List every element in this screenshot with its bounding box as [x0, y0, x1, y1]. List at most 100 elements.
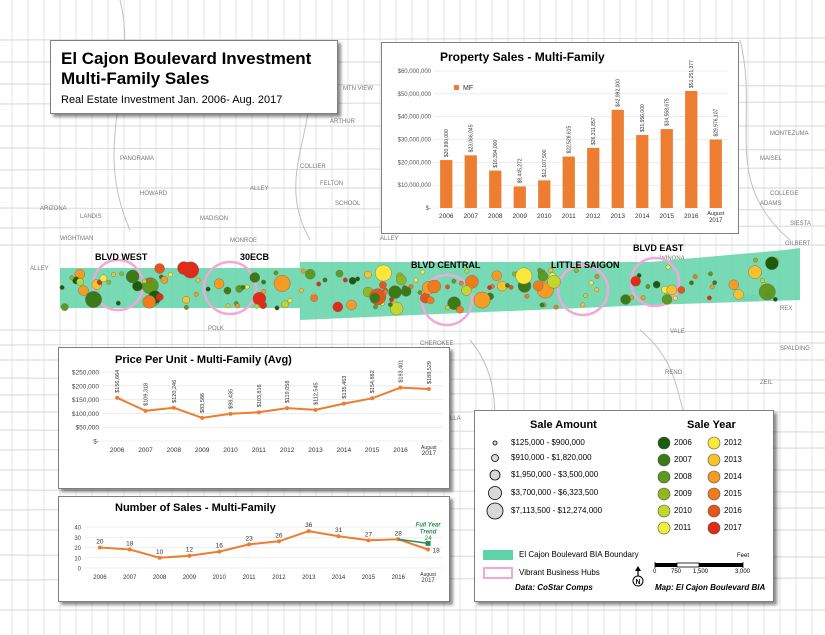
sale-point [96, 279, 102, 285]
hub-30ecb-circle [202, 260, 258, 316]
bar-label-6: $26,311,857 [591, 117, 597, 145]
sale-amount-label-5: $7,113,500 - $12,274,000 [511, 506, 603, 515]
sale-point [223, 286, 232, 295]
countchart-data-label-5: 23 [245, 535, 253, 542]
district-label-blvd-east: BLVD EAST [633, 243, 684, 253]
sale-year-swatch-2015 [707, 487, 721, 501]
sale-point [182, 295, 190, 304]
sale-amount-label-4: $3,700,000 - $6,323,500 [511, 488, 599, 497]
street-label: REX [780, 306, 792, 312]
sale-year-label-2006: 2006 [674, 438, 692, 447]
bia-legend-label: El Cajon Boulevard BIA Boundary [519, 550, 639, 559]
sale-point [259, 301, 267, 310]
bar-x-tick-2: 2008 [488, 213, 503, 220]
sale-point [709, 284, 715, 290]
sale-amount-symbol-5 [486, 502, 504, 520]
bar-chart-title: Property Sales - Multi-Family [440, 50, 605, 64]
countchart-point-1 [127, 547, 132, 552]
countchart-x-tick-6: 2012 [272, 575, 286, 581]
ppuchart-x-tick-8: 2014 [337, 447, 352, 454]
sale-year-swatch-2009 [657, 487, 671, 501]
street-label: HOWARD [140, 191, 168, 197]
sale-point [417, 289, 423, 295]
sale-year-swatch-2011 [657, 521, 671, 535]
sale-point [287, 298, 293, 304]
sale-point [167, 272, 173, 278]
sale-point [142, 295, 156, 309]
ppuchart-data-label-10: $193,401 [399, 360, 405, 383]
sale-point [766, 293, 772, 299]
sale-year-label-2012: 2012 [724, 438, 742, 447]
sale-points [59, 256, 780, 316]
sale-point [348, 276, 357, 285]
countchart-data-label-11: 18 [432, 548, 440, 555]
ppuchart-x-tick-5: 2011 [252, 447, 266, 454]
bar-4 [538, 180, 551, 208]
price-per-unit-chart-panel: Price Per Unit - Multi-Family (Avg) $- $50… [58, 347, 450, 489]
sale-point [553, 304, 559, 310]
sale-year-label-2013: 2013 [724, 455, 742, 464]
sale-point [225, 303, 231, 309]
sale-point [396, 274, 407, 286]
countchart-x-tick-1: 2007 [123, 575, 137, 581]
street-label: COLLIER [300, 164, 326, 170]
sale-point [447, 296, 461, 310]
sale-point [573, 268, 579, 273]
street-label: SCHOOL [335, 201, 361, 207]
street-label: ADAMS [760, 201, 781, 207]
sale-year-swatch-2008 [657, 470, 671, 484]
ppuchart-point-0 [115, 395, 120, 400]
countchart-data-label-3: 12 [186, 547, 194, 554]
countchart-point-8 [336, 534, 341, 539]
bar-x-tick-9: 2015 [660, 213, 675, 220]
countchart-point-9 [366, 538, 371, 543]
district-label-blvd-central: BLVD CENTRAL [411, 260, 481, 270]
sale-year-swatch-2014 [707, 470, 721, 484]
sale-point [374, 264, 392, 282]
ppuchart-x-tick-1: 2007 [138, 447, 153, 454]
countchart-point-4 [217, 549, 222, 554]
bar-x-tick-11-b: 2017 [709, 218, 723, 224]
bar-10 [685, 90, 698, 208]
sale-point [620, 294, 631, 305]
bar-y-tick: $30,000,000 [398, 138, 432, 144]
scale-tick-750: 750 [671, 569, 682, 575]
ppuchart-point-9 [370, 396, 375, 401]
sale-point [515, 267, 533, 285]
price-per-unit-chart: Price Per Unit - Multi-Family (Avg) $- $50… [72, 354, 443, 457]
street-label: ALLEY [380, 236, 399, 242]
sale-year-swatch-2013 [707, 453, 721, 467]
sale-point [298, 287, 304, 293]
sale-point [461, 285, 472, 296]
street-label: CHEROKEE [420, 341, 454, 347]
sale-point [193, 291, 199, 297]
bar-1 [464, 155, 477, 208]
bar-label-3: $9,445,272 [518, 158, 524, 183]
sale-point [383, 289, 388, 295]
sale-point [465, 275, 479, 289]
sale-point [147, 277, 152, 283]
ppuchart-point-2 [171, 405, 176, 410]
sale-point [106, 279, 112, 285]
sale-year-swatch-2010 [657, 504, 671, 518]
countchart-y-tick: 30 [74, 536, 81, 542]
countchart-point-2 [157, 555, 162, 560]
sale-point [335, 269, 344, 278]
sale-point [261, 288, 267, 294]
countchart-x-tick-10: 2016 [392, 575, 406, 581]
sale-point [69, 275, 75, 281]
street-label: MAISEL [760, 156, 783, 162]
street-label: COLLEGE [770, 191, 798, 197]
sale-year-label-2008: 2008 [674, 472, 692, 481]
sale-year-label-2009: 2009 [674, 489, 692, 498]
title-panel: El Cajon Boulevard Investment Multi-Fami… [50, 40, 338, 114]
ppuchart-data-label-7: $112,545 [314, 382, 320, 405]
sale-amount-symbol-4 [488, 486, 502, 500]
bar-0 [440, 160, 453, 208]
street-label: VALE [670, 329, 685, 335]
bar-6 [587, 147, 600, 208]
countchart-point-5 [247, 542, 252, 547]
bar-y-tick: $40,000,000 [398, 115, 432, 121]
bar-x-tick-7: 2013 [611, 213, 626, 220]
ppuchart-x-tick-3: 2009 [195, 447, 210, 454]
